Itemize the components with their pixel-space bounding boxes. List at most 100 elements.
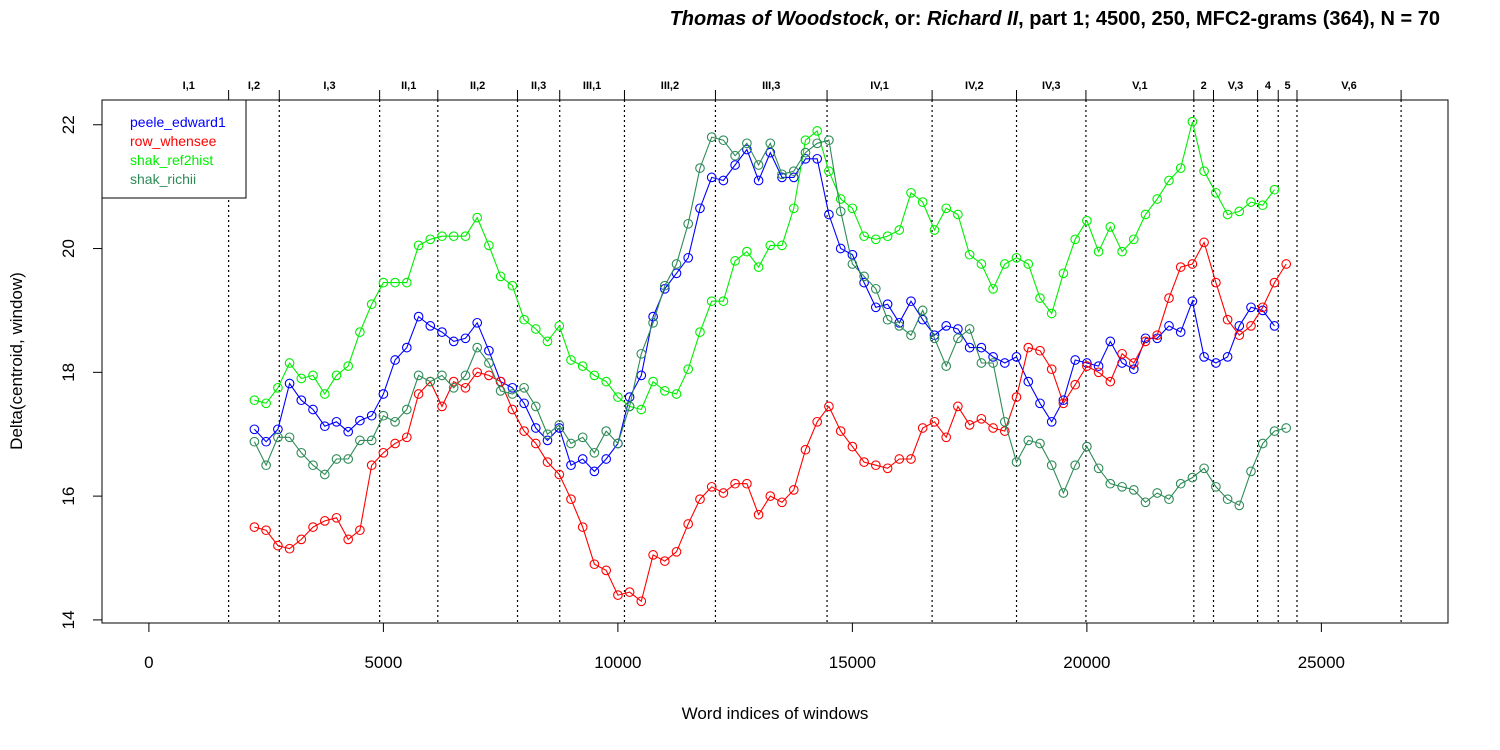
data-point: [1234, 206, 1245, 217]
data-point: [589, 447, 600, 458]
data-point: [671, 268, 682, 279]
data-point: [1211, 481, 1221, 492]
data-point: [870, 302, 881, 313]
data-point: [1140, 209, 1151, 220]
data-point: [437, 401, 447, 412]
data-point: [1222, 209, 1233, 220]
series-group: [249, 116, 1292, 607]
data-point: [648, 550, 658, 560]
data-point: [894, 225, 905, 235]
data-point: [788, 203, 799, 214]
data-point: [355, 435, 365, 446]
data-point: [812, 126, 823, 136]
scene-label: V,6: [1341, 80, 1357, 92]
data-point: [261, 436, 271, 447]
data-point: [284, 358, 295, 368]
data-point: [964, 420, 975, 430]
data-point: [835, 426, 846, 436]
data-point: [636, 348, 647, 359]
data-point: [589, 370, 600, 381]
series-line: [254, 240, 1287, 603]
data-point: [378, 277, 389, 288]
data-point: [1023, 376, 1034, 387]
data-point: [706, 481, 717, 492]
x-tick-label: 0: [144, 653, 153, 672]
data-point: [1234, 500, 1245, 511]
data-point: [542, 336, 553, 347]
data-point: [695, 494, 705, 505]
data-point: [425, 321, 436, 331]
data-point: [1257, 302, 1268, 313]
data-point: [1117, 348, 1127, 359]
data-point: [589, 466, 600, 477]
data-point: [366, 460, 377, 471]
scene-label: II,1: [401, 80, 416, 92]
data-point: [308, 460, 318, 471]
data-point: [613, 438, 623, 449]
data-point: [742, 144, 752, 155]
data-point: [472, 212, 483, 223]
series-peele_edward1: [249, 144, 1280, 477]
data-point: [366, 435, 377, 446]
data-point: [1046, 460, 1057, 471]
data-point: [343, 426, 354, 437]
data-point: [835, 206, 846, 217]
data-point: [1035, 398, 1045, 409]
data-point: [1035, 438, 1045, 449]
data-point: [1246, 466, 1256, 477]
data-point: [1246, 302, 1256, 313]
data-point: [1070, 379, 1081, 390]
data-point: [589, 559, 600, 570]
data-point: [753, 262, 764, 272]
data-point: [1011, 352, 1022, 362]
title-play-name: Thomas of Woodstock: [669, 8, 884, 30]
scene-label: III,1: [583, 80, 601, 92]
data-point: [355, 327, 365, 337]
data-point: [425, 234, 436, 245]
data-point: [1117, 246, 1127, 257]
y-tick-label: 18: [59, 363, 78, 382]
data-point: [695, 163, 705, 173]
data-point: [906, 454, 916, 464]
series-shak_ref2hist: [249, 116, 1280, 415]
data-point: [542, 435, 553, 446]
data-point: [730, 160, 740, 170]
data-point: [472, 317, 483, 328]
data-point: [1164, 321, 1174, 331]
series-shak_richii: [249, 132, 1292, 511]
data-point: [460, 333, 471, 344]
data-point: [941, 203, 952, 214]
data-point: [378, 389, 389, 399]
data-point: [624, 587, 635, 597]
data-point: [882, 314, 893, 325]
data-point: [1093, 463, 1104, 474]
data-point: [1175, 478, 1186, 489]
data-point: [437, 370, 447, 381]
data-point: [929, 333, 940, 344]
data-point: [1222, 314, 1233, 325]
data-point: [355, 525, 365, 536]
data-point: [308, 404, 318, 415]
data-point: [765, 138, 776, 149]
data-point: [331, 370, 342, 381]
data-point: [706, 172, 717, 183]
scene-label: 2: [1201, 80, 1207, 92]
scene-label: II,3: [531, 80, 546, 92]
data-point: [870, 460, 881, 471]
data-point: [601, 454, 612, 464]
data-point: [976, 342, 987, 353]
data-point: [659, 283, 670, 294]
series-row_whensee: [249, 237, 1292, 607]
data-point: [460, 382, 471, 393]
data-point: [1082, 441, 1092, 452]
data-point: [706, 296, 717, 307]
scene-label: I,2: [248, 80, 260, 92]
data-point: [1187, 472, 1198, 483]
data-point: [390, 277, 400, 288]
data-point: [1152, 488, 1163, 498]
data-point: [296, 447, 307, 458]
data-point: [296, 534, 307, 545]
scene-label: III,2: [661, 80, 679, 92]
y-axis-label: Delta(centroid, window): [7, 272, 26, 450]
data-point: [437, 327, 447, 337]
